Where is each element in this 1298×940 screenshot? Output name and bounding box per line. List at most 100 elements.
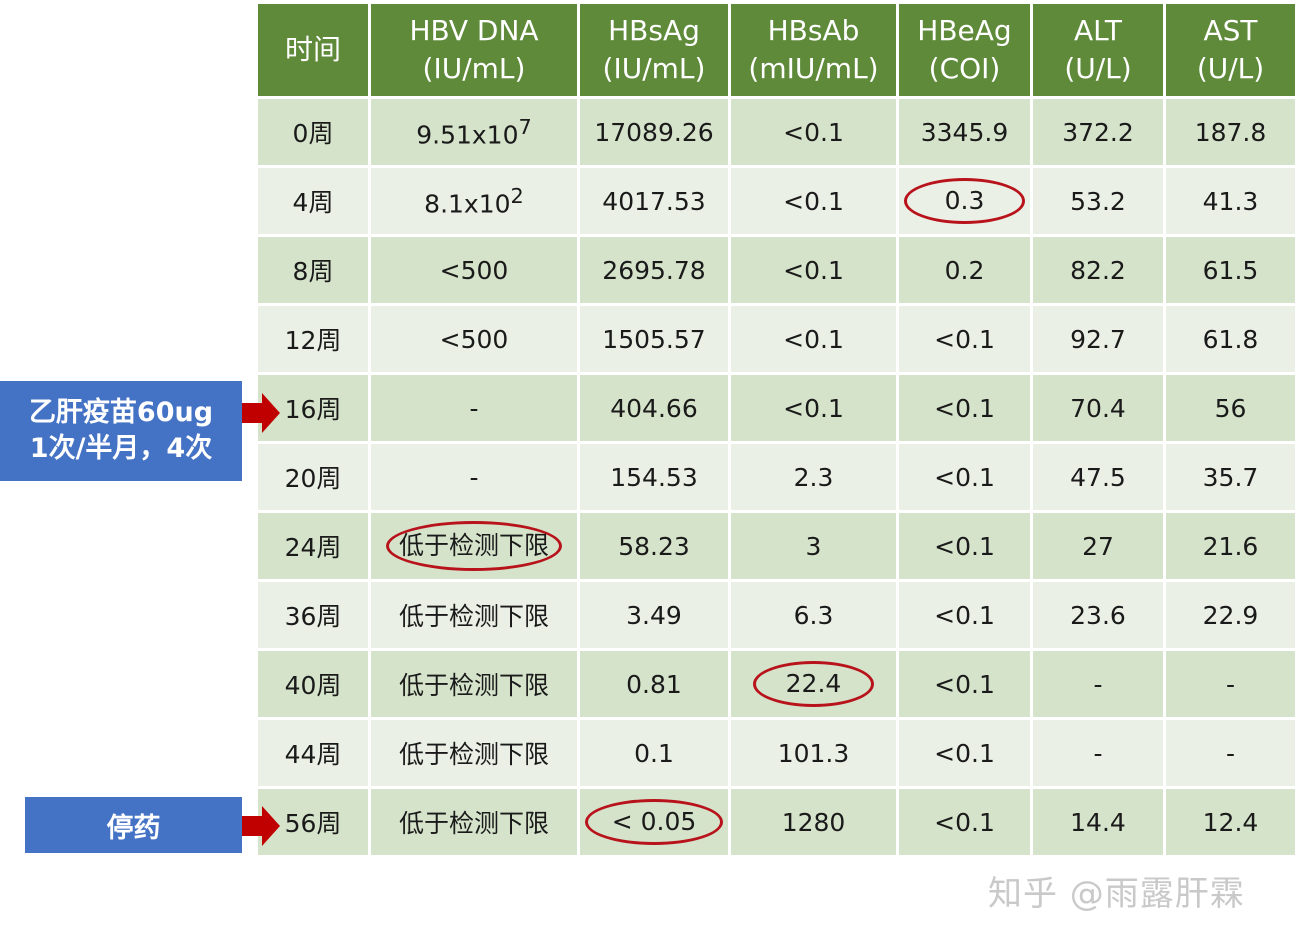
cell-hbv-dna: 低于检测下限	[371, 651, 580, 720]
table-row: 40周 低于检测下限 0.81 22.4 <0.1 - -	[258, 651, 1298, 720]
cell-hbeag: <0.1	[899, 789, 1033, 858]
cell-hbsag: 17089.26	[580, 99, 731, 168]
cell-hbeag: <0.1	[899, 444, 1033, 513]
highlight-circle: 0.3	[903, 178, 1026, 224]
cell-hbsab: <0.1	[731, 237, 899, 306]
cell-ast: 22.9	[1166, 582, 1298, 651]
cell-hbv-dna: 低于检测下限	[371, 789, 580, 858]
cell-hbv-dna: 8.1x102	[371, 168, 580, 237]
cell-hbsag: 1505.57	[580, 306, 731, 375]
cell-hbeag: <0.1	[899, 375, 1033, 444]
header-time: 时间	[258, 4, 371, 99]
cell-time: 12周	[258, 306, 371, 375]
cell-hbsag: 3.49	[580, 582, 731, 651]
cell-hbv-dna: <500	[371, 237, 580, 306]
table-row: 16周 - 404.66 <0.1 <0.1 70.4 56	[258, 375, 1298, 444]
cell-alt: 70.4	[1033, 375, 1166, 444]
header-hbeag: HBeAg (COI)	[899, 4, 1033, 99]
table-row: 56周 低于检测下限 < 0.05 1280 <0.1 14.4 12.4	[258, 789, 1298, 858]
header-alt: ALT (U/L)	[1033, 4, 1166, 99]
highlight-circle: 22.4	[752, 661, 875, 707]
cell-hbsab: 1280	[731, 789, 899, 858]
table-row: 20周 - 154.53 2.3 <0.1 47.5 35.7	[258, 444, 1298, 513]
cell-alt: 372.2	[1033, 99, 1166, 168]
cell-hbv-dna: 低于检测下限	[371, 513, 580, 582]
cell-time: 36周	[258, 582, 371, 651]
table-row: 4周 8.1x102 4017.53 <0.1 0.3 53.2 41.3	[258, 168, 1298, 237]
cell-hbsab: 2.3	[731, 444, 899, 513]
cell-ast: 187.8	[1166, 99, 1298, 168]
header-hbsab: HBsAb (mIU/mL)	[731, 4, 899, 99]
table-row: 8周 <500 2695.78 <0.1 0.2 82.2 61.5	[258, 237, 1298, 306]
cell-hbv-dna: 低于检测下限	[371, 582, 580, 651]
cell-time: 20周	[258, 444, 371, 513]
table-row: 12周 <500 1505.57 <0.1 <0.1 92.7 61.8	[258, 306, 1298, 375]
cell-hbsag: 404.66	[580, 375, 731, 444]
cell-hbeag: <0.1	[899, 306, 1033, 375]
header-row: 时间 HBV DNA (IU/mL) HBsAg (IU/mL) HBsAb (mIU…	[258, 4, 1298, 99]
table-row: 0周 9.51x107 17089.26 <0.1 3345.9 372.2 1…	[258, 99, 1298, 168]
cell-hbsag: 154.53	[580, 444, 731, 513]
cell-hbsab: 3	[731, 513, 899, 582]
cell-hbsag: 4017.53	[580, 168, 731, 237]
cell-alt: 47.5	[1033, 444, 1166, 513]
table-row: 24周 低于检测下限 58.23 3 <0.1 27 21.6	[258, 513, 1298, 582]
cell-hbsab: 101.3	[731, 720, 899, 789]
cell-ast: 61.5	[1166, 237, 1298, 306]
vaccine-line-1: 乙肝疫苗60ug	[28, 397, 214, 428]
cell-time: 4周	[258, 168, 371, 237]
cell-ast: -	[1166, 720, 1298, 789]
table-row: 36周 低于检测下限 3.49 6.3 <0.1 23.6 22.9	[258, 582, 1298, 651]
cell-time: 40周	[258, 651, 371, 720]
cell-hbeag: <0.1	[899, 513, 1033, 582]
header-hbsag: HBsAg (IU/mL)	[580, 4, 731, 99]
header-ast: AST (U/L)	[1166, 4, 1298, 99]
cell-hbeag: 0.2	[899, 237, 1033, 306]
stop-medication-annotation: 停药	[25, 797, 242, 853]
cell-ast: -	[1166, 651, 1298, 720]
cell-time: 24周	[258, 513, 371, 582]
lab-results-table: 时间 HBV DNA (IU/mL) HBsAg (IU/mL) HBsAb (mIU…	[258, 4, 1298, 858]
cell-hbv-dna: -	[371, 375, 580, 444]
cell-hbeag: <0.1	[899, 651, 1033, 720]
cell-hbeag: 3345.9	[899, 99, 1033, 168]
cell-hbsag: 58.23	[580, 513, 731, 582]
table-row: 44周 低于检测下限 0.1 101.3 <0.1 - -	[258, 720, 1298, 789]
cell-hbsab: <0.1	[731, 168, 899, 237]
cell-hbsag: 0.81	[580, 651, 731, 720]
cell-hbsag: 0.1	[580, 720, 731, 789]
cell-ast: 61.8	[1166, 306, 1298, 375]
cell-ast: 56	[1166, 375, 1298, 444]
arrow-right-icon	[242, 806, 280, 846]
cell-hbeag: <0.1	[899, 720, 1033, 789]
cell-alt: -	[1033, 651, 1166, 720]
cell-alt: -	[1033, 720, 1166, 789]
cell-hbv-dna: -	[371, 444, 580, 513]
cell-hbv-dna: 9.51x107	[371, 99, 580, 168]
cell-alt: 82.2	[1033, 237, 1166, 306]
cell-ast: 35.7	[1166, 444, 1298, 513]
cell-time: 44周	[258, 720, 371, 789]
cell-hbsab: <0.1	[731, 375, 899, 444]
cell-hbsab: 22.4	[731, 651, 899, 720]
watermark: 知乎 @雨露肝霖	[988, 874, 1245, 914]
cell-hbsab: 6.3	[731, 582, 899, 651]
cell-time: 56周	[258, 789, 371, 858]
header-hbv-dna: HBV DNA (IU/mL)	[371, 4, 580, 99]
vaccine-annotation: 乙肝疫苗60ug 1次/半月，4次	[0, 381, 242, 481]
cell-hbsag: < 0.05	[580, 789, 731, 858]
cell-hbsab: <0.1	[731, 99, 899, 168]
cell-ast: 21.6	[1166, 513, 1298, 582]
vaccine-line-2: 1次/半月，4次	[29, 433, 213, 464]
cell-hbv-dna: <500	[371, 306, 580, 375]
cell-hbeag: <0.1	[899, 582, 1033, 651]
cell-alt: 92.7	[1033, 306, 1166, 375]
cell-alt: 53.2	[1033, 168, 1166, 237]
cell-time: 8周	[258, 237, 371, 306]
cell-hbsab: <0.1	[731, 306, 899, 375]
cell-alt: 27	[1033, 513, 1166, 582]
cell-time: 0周	[258, 99, 371, 168]
cell-hbeag: 0.3	[899, 168, 1033, 237]
cell-ast: 12.4	[1166, 789, 1298, 858]
cell-hbv-dna: 低于检测下限	[371, 720, 580, 789]
